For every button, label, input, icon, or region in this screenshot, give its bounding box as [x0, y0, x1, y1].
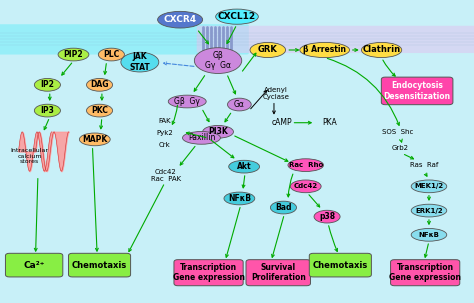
- Text: cAMP: cAMP: [272, 118, 292, 127]
- Text: Paxillin: Paxillin: [188, 133, 215, 142]
- Text: PKA: PKA: [322, 118, 337, 127]
- Text: PLC: PLC: [103, 50, 119, 59]
- Text: Grb2: Grb2: [392, 145, 409, 152]
- Ellipse shape: [228, 160, 259, 173]
- Text: NFκB: NFκB: [228, 194, 251, 203]
- Ellipse shape: [362, 42, 402, 58]
- Text: CXCR4: CXCR4: [164, 15, 197, 24]
- FancyBboxPatch shape: [0, 24, 249, 55]
- Text: MAPK: MAPK: [82, 135, 108, 144]
- FancyBboxPatch shape: [309, 253, 371, 277]
- Ellipse shape: [288, 159, 323, 171]
- Ellipse shape: [228, 98, 251, 111]
- Text: DAG: DAG: [90, 80, 109, 89]
- Ellipse shape: [80, 133, 110, 146]
- Text: Crk: Crk: [159, 142, 171, 148]
- Text: Ras  Raf: Ras Raf: [410, 162, 438, 168]
- Ellipse shape: [411, 228, 447, 241]
- Text: Gβ  Gγ: Gβ Gγ: [174, 97, 200, 106]
- Text: JAK
STAT: JAK STAT: [129, 52, 150, 72]
- Text: Chemotaxis: Chemotaxis: [72, 261, 127, 270]
- Text: Rac  Rho: Rac Rho: [289, 162, 323, 168]
- FancyBboxPatch shape: [246, 260, 310, 286]
- Text: Ca²⁺: Ca²⁺: [23, 261, 45, 270]
- Text: MEK1/2: MEK1/2: [414, 183, 444, 189]
- Text: GRK: GRK: [258, 45, 278, 55]
- Ellipse shape: [157, 11, 202, 28]
- Text: p38: p38: [319, 212, 335, 221]
- Ellipse shape: [290, 180, 321, 193]
- Ellipse shape: [99, 48, 124, 61]
- Text: PKC: PKC: [91, 106, 108, 115]
- Text: Pyk2: Pyk2: [156, 130, 173, 136]
- Text: Gβ
Gγ  Gα: Gβ Gγ Gα: [205, 51, 231, 70]
- Ellipse shape: [270, 201, 297, 214]
- Text: Adenyl
Cyclase: Adenyl Cyclase: [263, 88, 289, 100]
- Text: SOS  Shc: SOS Shc: [383, 129, 414, 135]
- Text: IP3: IP3: [40, 106, 55, 115]
- Text: Chemotaxis: Chemotaxis: [313, 261, 368, 270]
- Ellipse shape: [250, 42, 285, 58]
- Text: PIP2: PIP2: [64, 50, 83, 59]
- Text: Bad: Bad: [275, 203, 292, 212]
- Text: NFκB: NFκB: [419, 232, 439, 238]
- Ellipse shape: [168, 95, 206, 108]
- Ellipse shape: [224, 192, 255, 205]
- Ellipse shape: [203, 125, 234, 138]
- Ellipse shape: [58, 48, 89, 61]
- Ellipse shape: [300, 42, 349, 58]
- FancyBboxPatch shape: [391, 260, 460, 286]
- Ellipse shape: [411, 204, 447, 217]
- Text: Endocytosis
Desensitization: Endocytosis Desensitization: [383, 81, 451, 101]
- Ellipse shape: [35, 78, 61, 91]
- Text: Clathrin: Clathrin: [363, 45, 401, 55]
- Text: IP2: IP2: [40, 80, 55, 89]
- Text: Survival
Proliferation: Survival Proliferation: [251, 263, 306, 282]
- FancyBboxPatch shape: [381, 77, 453, 105]
- FancyBboxPatch shape: [5, 253, 63, 277]
- Ellipse shape: [35, 104, 61, 117]
- Ellipse shape: [194, 48, 242, 73]
- Text: Cdc42: Cdc42: [294, 183, 318, 189]
- Ellipse shape: [216, 9, 258, 24]
- Text: FAK: FAK: [159, 118, 171, 124]
- FancyBboxPatch shape: [197, 26, 474, 53]
- Text: β Arrestin: β Arrestin: [303, 45, 346, 55]
- Text: Akt: Akt: [237, 162, 251, 171]
- Ellipse shape: [314, 210, 340, 223]
- Ellipse shape: [86, 78, 112, 91]
- Text: CXCL12: CXCL12: [218, 12, 256, 21]
- Ellipse shape: [86, 104, 112, 117]
- FancyBboxPatch shape: [174, 260, 243, 286]
- Text: Transcription
Gene expression: Transcription Gene expression: [389, 263, 461, 282]
- Text: ERK1/2: ERK1/2: [415, 208, 443, 214]
- Ellipse shape: [121, 52, 159, 72]
- Text: Intracellular
calcium
stores: Intracellular calcium stores: [10, 148, 48, 164]
- Text: Gα: Gα: [234, 100, 245, 109]
- FancyBboxPatch shape: [68, 253, 130, 277]
- Text: Transcription
Gene expression: Transcription Gene expression: [173, 263, 245, 282]
- Ellipse shape: [182, 132, 220, 144]
- Text: PI3K: PI3K: [208, 127, 228, 136]
- Ellipse shape: [411, 180, 447, 193]
- Text: Cdc42
Rac  PAK: Cdc42 Rac PAK: [151, 169, 181, 182]
